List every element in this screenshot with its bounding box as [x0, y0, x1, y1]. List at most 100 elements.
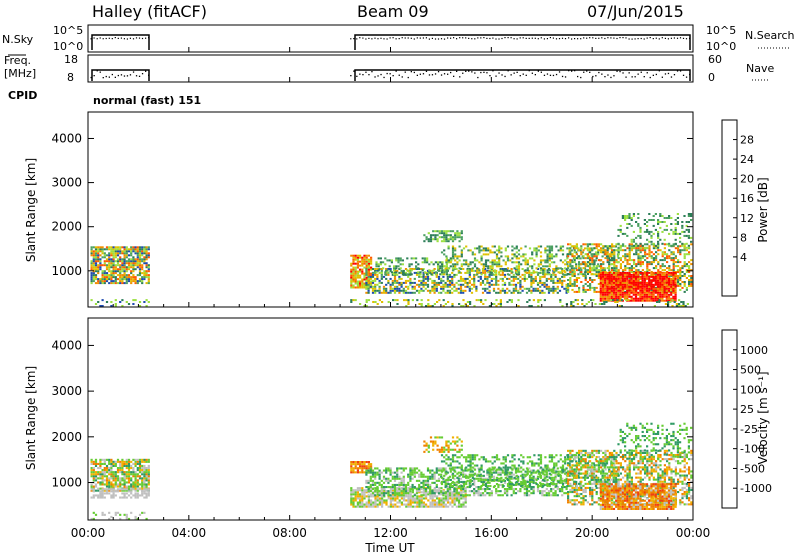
heatmap-cell	[652, 215, 655, 217]
heatmap-cell	[378, 477, 381, 480]
heatmap-cell	[393, 486, 397, 489]
heatmap-cell	[667, 293, 671, 296]
heatmap-cell	[134, 462, 137, 465]
heatmap-cell	[431, 473, 434, 476]
heatmap-cell	[459, 268, 463, 270]
heatmap-cell	[393, 281, 397, 284]
heatmap-cell	[365, 471, 368, 474]
heatmap-cell	[405, 305, 408, 307]
heatmap-cell	[431, 492, 434, 495]
nave-point	[389, 73, 391, 75]
heatmap-cell	[425, 238, 428, 241]
heatmap-cell	[116, 475, 120, 478]
heatmap-cell	[94, 494, 98, 497]
heatmap-cell	[110, 252, 113, 255]
heatmap-cell	[670, 281, 673, 284]
heatmap-cell	[442, 490, 445, 493]
heatmap-cell	[387, 281, 390, 284]
heatmap-cell	[121, 262, 124, 265]
heatmap-cell	[610, 271, 613, 274]
heatmap-cell	[367, 494, 370, 497]
heatmap-cell	[550, 289, 553, 292]
heatmap-cell	[575, 284, 578, 287]
heatmap-cell	[136, 481, 139, 484]
heatmap-cell	[599, 291, 602, 294]
heatmap-cell	[595, 243, 598, 246]
heatmap-cell	[138, 469, 142, 472]
heatmap-cell	[643, 291, 646, 294]
heatmap-cell	[617, 242, 620, 245]
heatmap-cell	[447, 240, 450, 243]
heatmap-cell	[531, 267, 534, 270]
heatmap-cell	[594, 251, 598, 254]
heatmap-cell	[427, 493, 430, 496]
heatmap-cell	[470, 287, 474, 290]
heatmap-cell	[378, 287, 381, 290]
heatmap-cell	[108, 462, 111, 465]
heatmap-cell	[654, 283, 657, 286]
heatmap-cell	[603, 303, 606, 305]
heatmap-cell	[416, 495, 419, 498]
heatmap-cell	[456, 257, 459, 260]
heatmap-cell	[90, 254, 93, 257]
heatmap-cell	[657, 253, 660, 256]
heatmap-cell	[130, 264, 133, 267]
heatmap-cell	[479, 277, 482, 280]
heatmap-cell	[606, 295, 609, 298]
heatmap-cell	[606, 297, 609, 300]
heatmap-cell	[617, 291, 620, 294]
heatmap-cell	[134, 264, 137, 267]
heatmap-cell	[352, 274, 355, 277]
heatmap-cell	[125, 467, 128, 470]
heatmap-cell	[431, 490, 434, 493]
heatmap-cell	[132, 488, 135, 491]
heatmap-cell	[354, 461, 357, 464]
heatmap-cell	[105, 248, 109, 251]
heatmap-cell	[462, 259, 466, 262]
heatmap-cell	[599, 287, 602, 290]
heatmap-cell	[639, 299, 642, 302]
heatmap-cell	[138, 248, 142, 251]
heatmap-cell	[619, 277, 622, 280]
nave-point	[359, 73, 361, 75]
heatmap-cell	[438, 499, 441, 502]
heatmap-cell	[365, 481, 368, 484]
heatmap-cell	[431, 279, 434, 282]
heatmap-cell	[130, 473, 133, 476]
heatmap-cell	[423, 259, 426, 262]
heatmap-cell	[453, 273, 456, 276]
heatmap-cell	[145, 264, 148, 267]
heatmap-cell	[539, 255, 543, 258]
heatmap-cell	[678, 303, 681, 305]
heatmap-cell	[602, 249, 605, 252]
heatmap-cell	[123, 258, 126, 261]
heatmap-cell	[495, 305, 498, 307]
heatmap-cell	[108, 479, 111, 482]
heatmap-cell	[435, 287, 438, 290]
heatmap-cell	[94, 278, 98, 281]
heatmap-cell	[621, 293, 624, 296]
heatmap-cell	[648, 249, 651, 252]
heatmap-cell	[617, 261, 620, 264]
heatmap-cell	[370, 501, 373, 504]
nsearch-tick-top: 10^5	[706, 24, 736, 37]
heatmap-cell	[632, 277, 635, 280]
heatmap-cell	[566, 263, 569, 266]
heatmap-cell	[545, 279, 548, 282]
heatmap-cell	[389, 467, 392, 470]
heatmap-cell	[90, 266, 93, 269]
heatmap-cell	[409, 283, 412, 286]
heatmap-cell	[444, 291, 447, 294]
heatmap-cell	[145, 272, 148, 275]
heatmap-cell	[666, 261, 669, 264]
heatmap-cell	[426, 275, 430, 278]
heatmap-cell	[569, 279, 572, 281]
heatmap-cell	[380, 271, 383, 274]
nave-point	[404, 71, 406, 73]
heatmap-cell	[415, 471, 419, 474]
heatmap-cell	[617, 253, 620, 256]
heatmap-cell	[482, 247, 485, 250]
heatmap-cell	[575, 245, 578, 248]
heatmap-cell	[105, 485, 109, 488]
heatmap-cell	[424, 287, 427, 290]
